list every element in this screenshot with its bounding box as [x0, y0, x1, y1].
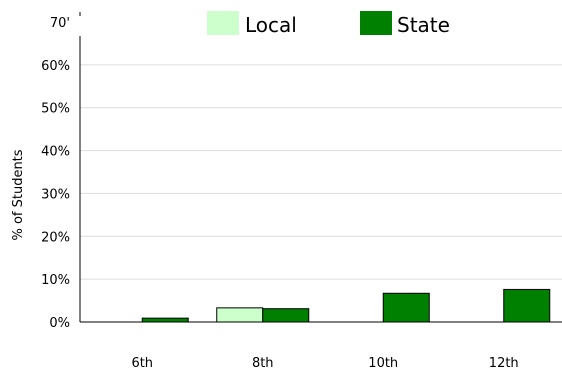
- bar-state-6th: [141, 317, 189, 323]
- y-tick-label: 30%: [41, 187, 70, 202]
- bars: [141, 288, 551, 323]
- y-axis-label: % of Students: [11, 149, 26, 240]
- legend: Local State: [207, 11, 450, 37]
- bar-state-10th: [382, 292, 430, 323]
- y-tick-label: 0%: [49, 316, 70, 331]
- y-tick-label: 40%: [41, 145, 70, 160]
- legend-swatch-local: [207, 11, 239, 35]
- bar-local-8th: [216, 307, 264, 323]
- axes: [79, 12, 562, 323]
- y-tick-label: 10%: [41, 273, 70, 288]
- bar-state-8th: [262, 308, 310, 323]
- x-tick-label: 10th: [368, 356, 398, 370]
- x-tick-label: 12th: [489, 356, 519, 370]
- x-tick-label: 6th: [131, 356, 153, 370]
- legend-label-local: Local: [245, 13, 297, 37]
- y-tick-label: 70': [50, 16, 70, 31]
- y-tick-label: 60%: [41, 59, 70, 74]
- x-tick-labels: 6th 8th 10th 12th: [131, 356, 518, 370]
- y-tick-labels: 0% 10% 20% 30% 40% 50% 60% 70': [41, 16, 70, 331]
- bar-state-12th: [503, 288, 551, 323]
- legend-label-state: State: [397, 13, 450, 37]
- x-tick-label: 8th: [252, 356, 274, 370]
- grid-layer: [80, 64, 562, 280]
- y-tick-label: 50%: [41, 102, 70, 117]
- y-tick-label: 20%: [41, 230, 70, 245]
- legend-swatch-state: [360, 11, 392, 35]
